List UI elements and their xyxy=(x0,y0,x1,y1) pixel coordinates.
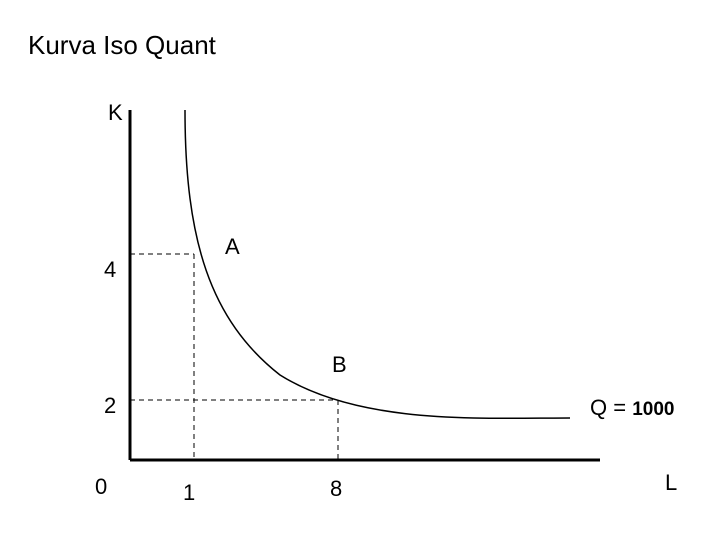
x-axis-label: L xyxy=(665,470,677,496)
y-tick-2: 2 xyxy=(104,393,116,419)
y-axis-label: K xyxy=(108,100,123,126)
x-tick-8: 8 xyxy=(330,476,342,502)
origin-label: 0 xyxy=(95,474,107,500)
curve-label-prefix: Q = xyxy=(590,395,632,420)
curve-label-value: 1000 xyxy=(632,399,674,420)
curve-label: Q = 1000 xyxy=(590,395,674,421)
x-tick-1: 1 xyxy=(183,480,195,506)
isoquant-curve xyxy=(185,110,570,418)
isoquant-chart: Kurva Iso Quant K L 4 2 0 1 8 A B Q = 10… xyxy=(0,0,720,540)
point-b-label: B xyxy=(332,352,347,378)
point-a-label: A xyxy=(225,234,240,260)
guide-lines xyxy=(130,254,338,460)
y-tick-4: 4 xyxy=(104,257,116,283)
